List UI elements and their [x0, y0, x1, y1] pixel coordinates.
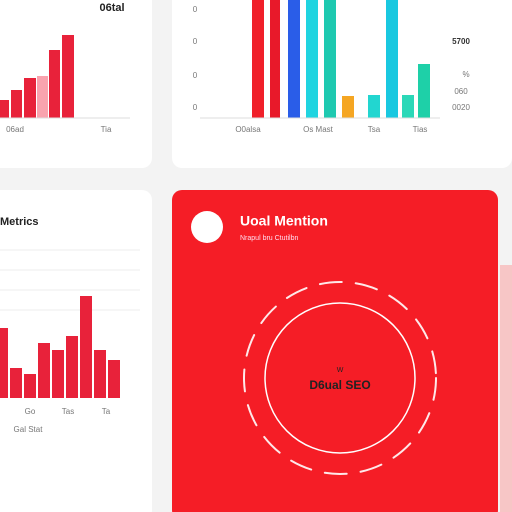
- card: [0, 0, 152, 168]
- bar: [0, 100, 9, 118]
- ring: [264, 302, 416, 454]
- bar: [11, 90, 22, 118]
- bar: [80, 296, 92, 398]
- card-subtitle: Nrapul bru Ctutilbn: [240, 235, 298, 242]
- card-edge: [500, 265, 512, 512]
- label: Tsa: [368, 125, 381, 134]
- avatar: [191, 211, 223, 243]
- bar: [306, 0, 318, 118]
- card-title: 06tal: [99, 2, 124, 14]
- label: Tia: [101, 125, 112, 134]
- bar: [386, 0, 398, 118]
- axis-label: 0: [193, 5, 198, 14]
- axis-label: 0: [193, 37, 198, 46]
- label: Os Mast: [303, 125, 334, 134]
- bar: [52, 350, 64, 398]
- bar: [324, 0, 336, 118]
- grid: [0, 249, 140, 311]
- bar: [342, 96, 354, 118]
- bar: [402, 95, 414, 118]
- axis-label: 0: [193, 71, 198, 80]
- label: Tias: [413, 125, 428, 134]
- bar: [0, 328, 8, 398]
- bar: [10, 368, 22, 398]
- label: Ta: [102, 407, 111, 416]
- bar-chart: [0, 35, 74, 118]
- bar: [24, 78, 36, 118]
- bar-chart: [0, 296, 120, 398]
- bar: [62, 35, 74, 118]
- bar: [24, 374, 36, 398]
- bar: [418, 64, 430, 118]
- side-label: 060: [454, 87, 468, 96]
- label: Tas: [62, 407, 74, 416]
- card-title: Uoal Mention: [240, 213, 328, 229]
- bar: [108, 360, 120, 398]
- bar: [270, 0, 280, 118]
- bar-chart: [252, 0, 430, 118]
- bar: [37, 76, 48, 118]
- axis-label: 0: [193, 103, 198, 112]
- bar: [288, 0, 300, 118]
- bar: [38, 343, 50, 398]
- side-label: %: [462, 70, 469, 79]
- card-title: Metrics: [0, 216, 39, 228]
- ring-dashes: [243, 281, 437, 475]
- label: O0alsa: [235, 125, 261, 134]
- bar: [49, 50, 60, 118]
- label: Go: [25, 407, 36, 416]
- footer: Gal Stat: [14, 425, 44, 434]
- bar: [368, 95, 380, 118]
- small-label: W: [337, 367, 344, 374]
- side-label: 0020: [452, 103, 470, 112]
- side-label: 5700: [452, 37, 470, 46]
- center-title: D6ual SEO: [309, 378, 370, 392]
- bar: [66, 336, 78, 398]
- label: 06ad: [6, 125, 24, 134]
- bar: [94, 350, 106, 398]
- card: [172, 0, 512, 168]
- card: [172, 190, 498, 512]
- bar: [252, 0, 264, 118]
